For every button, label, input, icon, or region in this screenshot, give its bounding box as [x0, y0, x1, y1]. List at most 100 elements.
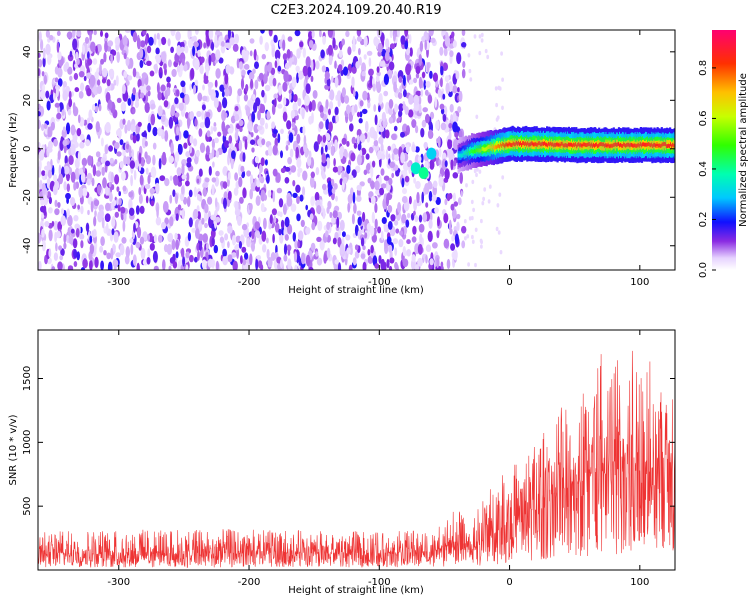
spectrogram-noise-cell	[150, 166, 157, 179]
spectrogram-noise-cell	[161, 154, 167, 166]
spectrogram-noise-cell	[108, 145, 113, 152]
x-tick-label: -200	[238, 277, 261, 288]
spectrogram-noise-cell	[414, 264, 419, 270]
spectrogram-noise-cell	[316, 257, 323, 266]
spectrogram-noise-cell	[426, 62, 430, 73]
spectrogram-noise-cell	[149, 70, 155, 77]
spectrogram-noise-cell	[256, 125, 263, 131]
y-tick-label: 500	[22, 497, 33, 516]
spectrogram-ridge-cell	[523, 141, 526, 146]
spectrogram-noise-cell	[280, 219, 285, 229]
spectrogram-noise-cell	[261, 230, 267, 242]
spectrogram-noise-cell	[111, 201, 115, 211]
spectrogram-noise-cell	[72, 38, 78, 51]
spectrogram-noise-cell	[124, 30, 131, 34]
spectrogram-noise-cell	[175, 213, 179, 222]
spectrogram-noise-cell	[87, 123, 93, 130]
spectrogram-noise-cell	[77, 204, 80, 210]
spectrogram-noise-cell	[454, 131, 459, 138]
spectrogram-noise-cell	[111, 228, 115, 236]
spectrogram-noise-cell	[133, 222, 136, 233]
spectrogram-noise-cell	[175, 133, 180, 142]
spectrogram-noise-cell	[227, 241, 230, 249]
spectrogram-noise-cell	[402, 246, 406, 257]
spectrogram-noise-cell	[319, 30, 322, 38]
spectrogram-noise-cell	[280, 150, 283, 159]
spectrogram-noise-cell	[260, 157, 265, 167]
spectrogram-noise-cell	[147, 248, 151, 258]
spectrogram-noise-cell	[325, 230, 329, 238]
spectrogram-noise-cell	[130, 244, 134, 255]
spectrogram-noise-cell	[100, 137, 104, 147]
spectrogram-noise-cell	[448, 149, 454, 160]
spectrogram-noise-cell	[163, 63, 167, 70]
spectrogram-noise-cell	[38, 119, 41, 130]
spectrogram-noise-cell	[473, 168, 477, 174]
spectrogram-noise-cell	[200, 56, 205, 64]
spectrogram-ridge-cell	[610, 143, 613, 148]
spectrogram-noise-cell	[210, 259, 216, 268]
spectrogram-noise-cell	[44, 173, 48, 180]
spectrogram-noise-cell	[391, 133, 397, 141]
spectrogram-noise-cell	[423, 79, 427, 90]
spectrogram-noise-cell	[139, 236, 145, 245]
spectrogram-noise-cell	[244, 252, 249, 260]
spectrogram-noise-cell	[250, 78, 254, 90]
spectrogram-noise-cell	[348, 111, 353, 122]
spectrogram-noise-cell	[140, 76, 146, 87]
spectrogram-noise-cell	[224, 42, 231, 49]
spectrogram-noise-cell	[353, 203, 357, 214]
spectrogram-noise-cell	[323, 253, 327, 264]
spectrogram-noise-cell	[403, 89, 407, 98]
spectrogram-noise-cell	[213, 97, 219, 109]
spectrogram-noise-cell	[46, 178, 51, 189]
spectrogram-noise-cell	[386, 236, 392, 245]
spectrogram-noise-cell	[189, 83, 192, 91]
spectrogram-noise-cell	[408, 109, 414, 118]
spectrogram-noise-cell	[193, 208, 199, 220]
spectrogram-noise-cell	[271, 121, 276, 129]
spectrogram-noise-cell	[81, 187, 88, 198]
spectrogram-noise-cell	[478, 34, 482, 39]
spectrogram-noise-cell	[243, 50, 249, 62]
spectrogram-noise-cell	[356, 210, 362, 216]
spectrogram-noise-cell	[385, 149, 389, 160]
spectrogram-noise-cell	[204, 222, 208, 229]
spectrogram-noise-cell	[372, 130, 378, 141]
spectrogram-noise-cell	[49, 34, 54, 41]
spectrogram-noise-cell	[123, 70, 128, 79]
x-tick-label: 100	[630, 577, 649, 588]
spectrogram-noise-cell	[440, 108, 445, 115]
spectrogram-noise-cell	[388, 61, 395, 71]
spectrogram-noise-cell	[423, 141, 428, 149]
spectrogram-noise-cell	[260, 104, 266, 114]
spectrogram-noise-cell	[326, 157, 331, 169]
spectrogram-noise-cell	[374, 180, 380, 191]
spectrogram-noise-cell	[448, 219, 452, 232]
spectrogram-noise-cell	[100, 157, 107, 164]
spectrogram-noise-cell	[54, 208, 60, 216]
spectrogram-noise-cell	[129, 238, 134, 244]
spectrogram-noise-cell	[247, 100, 252, 107]
spectrogram-noise-cell	[321, 65, 327, 73]
spectrogram-noise-cell	[421, 119, 427, 128]
spectrogram-noise-cell	[386, 258, 390, 269]
spectrogram-noise-cell	[380, 168, 385, 176]
colorbar-tick-label: 0.2	[698, 212, 709, 228]
spectrogram-noise-cell	[397, 91, 403, 100]
spectrogram-noise-cell	[294, 30, 301, 37]
spectrogram-noise-cell	[461, 42, 467, 48]
spectrogram-noise-cell	[337, 98, 341, 108]
spectrogram-noise-cell	[351, 169, 357, 178]
spectrogram-noise-cell	[205, 66, 209, 77]
spectrogram-noise-cell	[203, 42, 207, 49]
spectrogram-noise-cell	[144, 140, 148, 147]
spectrogram-noise-cell	[293, 56, 298, 66]
spectrogram-noise-cell	[435, 197, 441, 205]
spectrogram-noise-cell	[389, 43, 396, 50]
spectrogram-noise-cell	[389, 257, 395, 264]
spectrogram-noise-cell	[283, 70, 289, 83]
spectrogram-noise-cell	[215, 216, 221, 223]
spectrogram-noise-cell	[374, 263, 380, 269]
spectrogram-noise-cell	[170, 46, 175, 53]
